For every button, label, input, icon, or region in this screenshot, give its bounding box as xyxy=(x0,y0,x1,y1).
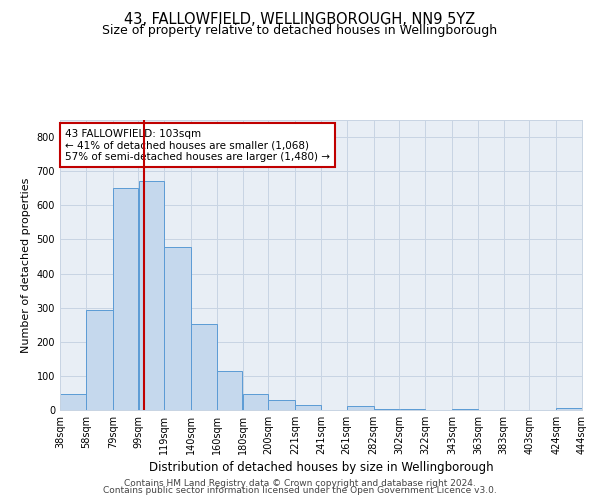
Bar xyxy=(295,405,321,410)
Text: Contains HM Land Registry data © Crown copyright and database right 2024.: Contains HM Land Registry data © Crown c… xyxy=(124,478,476,488)
Bar xyxy=(86,310,113,410)
Bar xyxy=(243,394,268,410)
Text: Contains public sector information licensed under the Open Government Licence v3: Contains public sector information licen… xyxy=(103,486,497,495)
Bar xyxy=(139,180,164,410)
Y-axis label: Number of detached properties: Number of detached properties xyxy=(21,178,31,352)
Bar xyxy=(400,409,425,410)
Bar xyxy=(164,248,191,410)
Bar xyxy=(556,408,582,410)
Bar xyxy=(374,408,399,410)
Bar xyxy=(191,324,217,410)
Bar xyxy=(268,400,295,410)
Bar xyxy=(60,394,86,410)
Text: Size of property relative to detached houses in Wellingborough: Size of property relative to detached ho… xyxy=(103,24,497,37)
Bar xyxy=(452,408,478,410)
X-axis label: Distribution of detached houses by size in Wellingborough: Distribution of detached houses by size … xyxy=(149,461,493,474)
Bar xyxy=(113,188,138,410)
Bar xyxy=(217,372,242,410)
Text: 43 FALLOWFIELD: 103sqm
← 41% of detached houses are smaller (1,068)
57% of semi-: 43 FALLOWFIELD: 103sqm ← 41% of detached… xyxy=(65,128,330,162)
Text: 43, FALLOWFIELD, WELLINGBOROUGH, NN9 5YZ: 43, FALLOWFIELD, WELLINGBOROUGH, NN9 5YZ xyxy=(124,12,476,28)
Bar xyxy=(347,406,374,410)
